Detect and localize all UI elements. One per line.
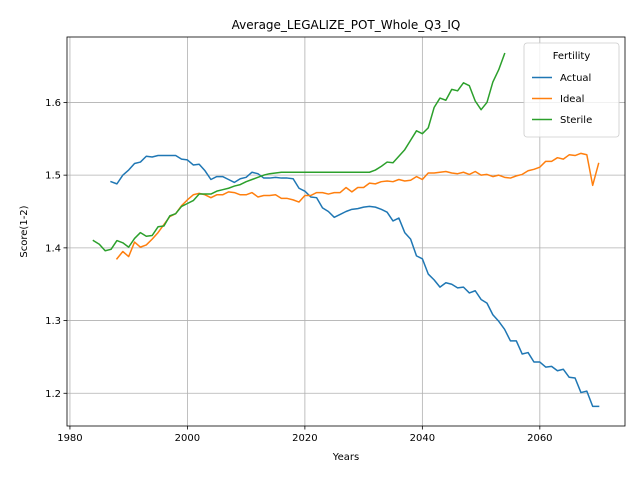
plot-frame xyxy=(66,36,626,427)
chart-title: Average_LEGALIZE_POT_Whole_Q3_IQ xyxy=(232,18,461,32)
y-tick-label: 1.5 xyxy=(45,171,61,182)
x-tick-label: 2020 xyxy=(292,433,317,444)
series-line-actual xyxy=(110,154,600,408)
legend: Fertility Actual Ideal Sterile xyxy=(523,42,620,138)
legend-entry-sterile: Sterile xyxy=(560,115,592,126)
legend-title: Fertility xyxy=(553,51,591,62)
x-tick-label: 1980 xyxy=(57,433,82,444)
x-tick-label: 2060 xyxy=(527,433,552,444)
y-tick-label: 1.4 xyxy=(45,243,61,254)
y-axis-label: Score(1-2) xyxy=(19,205,30,257)
series-line-ideal xyxy=(115,152,600,260)
y-tick-label: 1.6 xyxy=(45,98,61,109)
x-axis-label: Years xyxy=(332,452,359,463)
axis-ticks: 1980 2000 2020 2040 2060 1.2 1.3 1.4 1.5 1.6 xyxy=(45,98,552,444)
series-line-sterile xyxy=(92,52,506,252)
x-tick-label: 2040 xyxy=(410,433,435,444)
series-lines xyxy=(92,52,600,408)
legend-entry-ideal: Ideal xyxy=(560,94,584,105)
y-tick-label: 1.3 xyxy=(45,316,61,327)
legend-box xyxy=(523,42,620,138)
x-tick-label: 2000 xyxy=(175,433,200,444)
legend-entry-actual: Actual xyxy=(560,73,591,84)
y-tick-label: 1.2 xyxy=(45,389,61,400)
